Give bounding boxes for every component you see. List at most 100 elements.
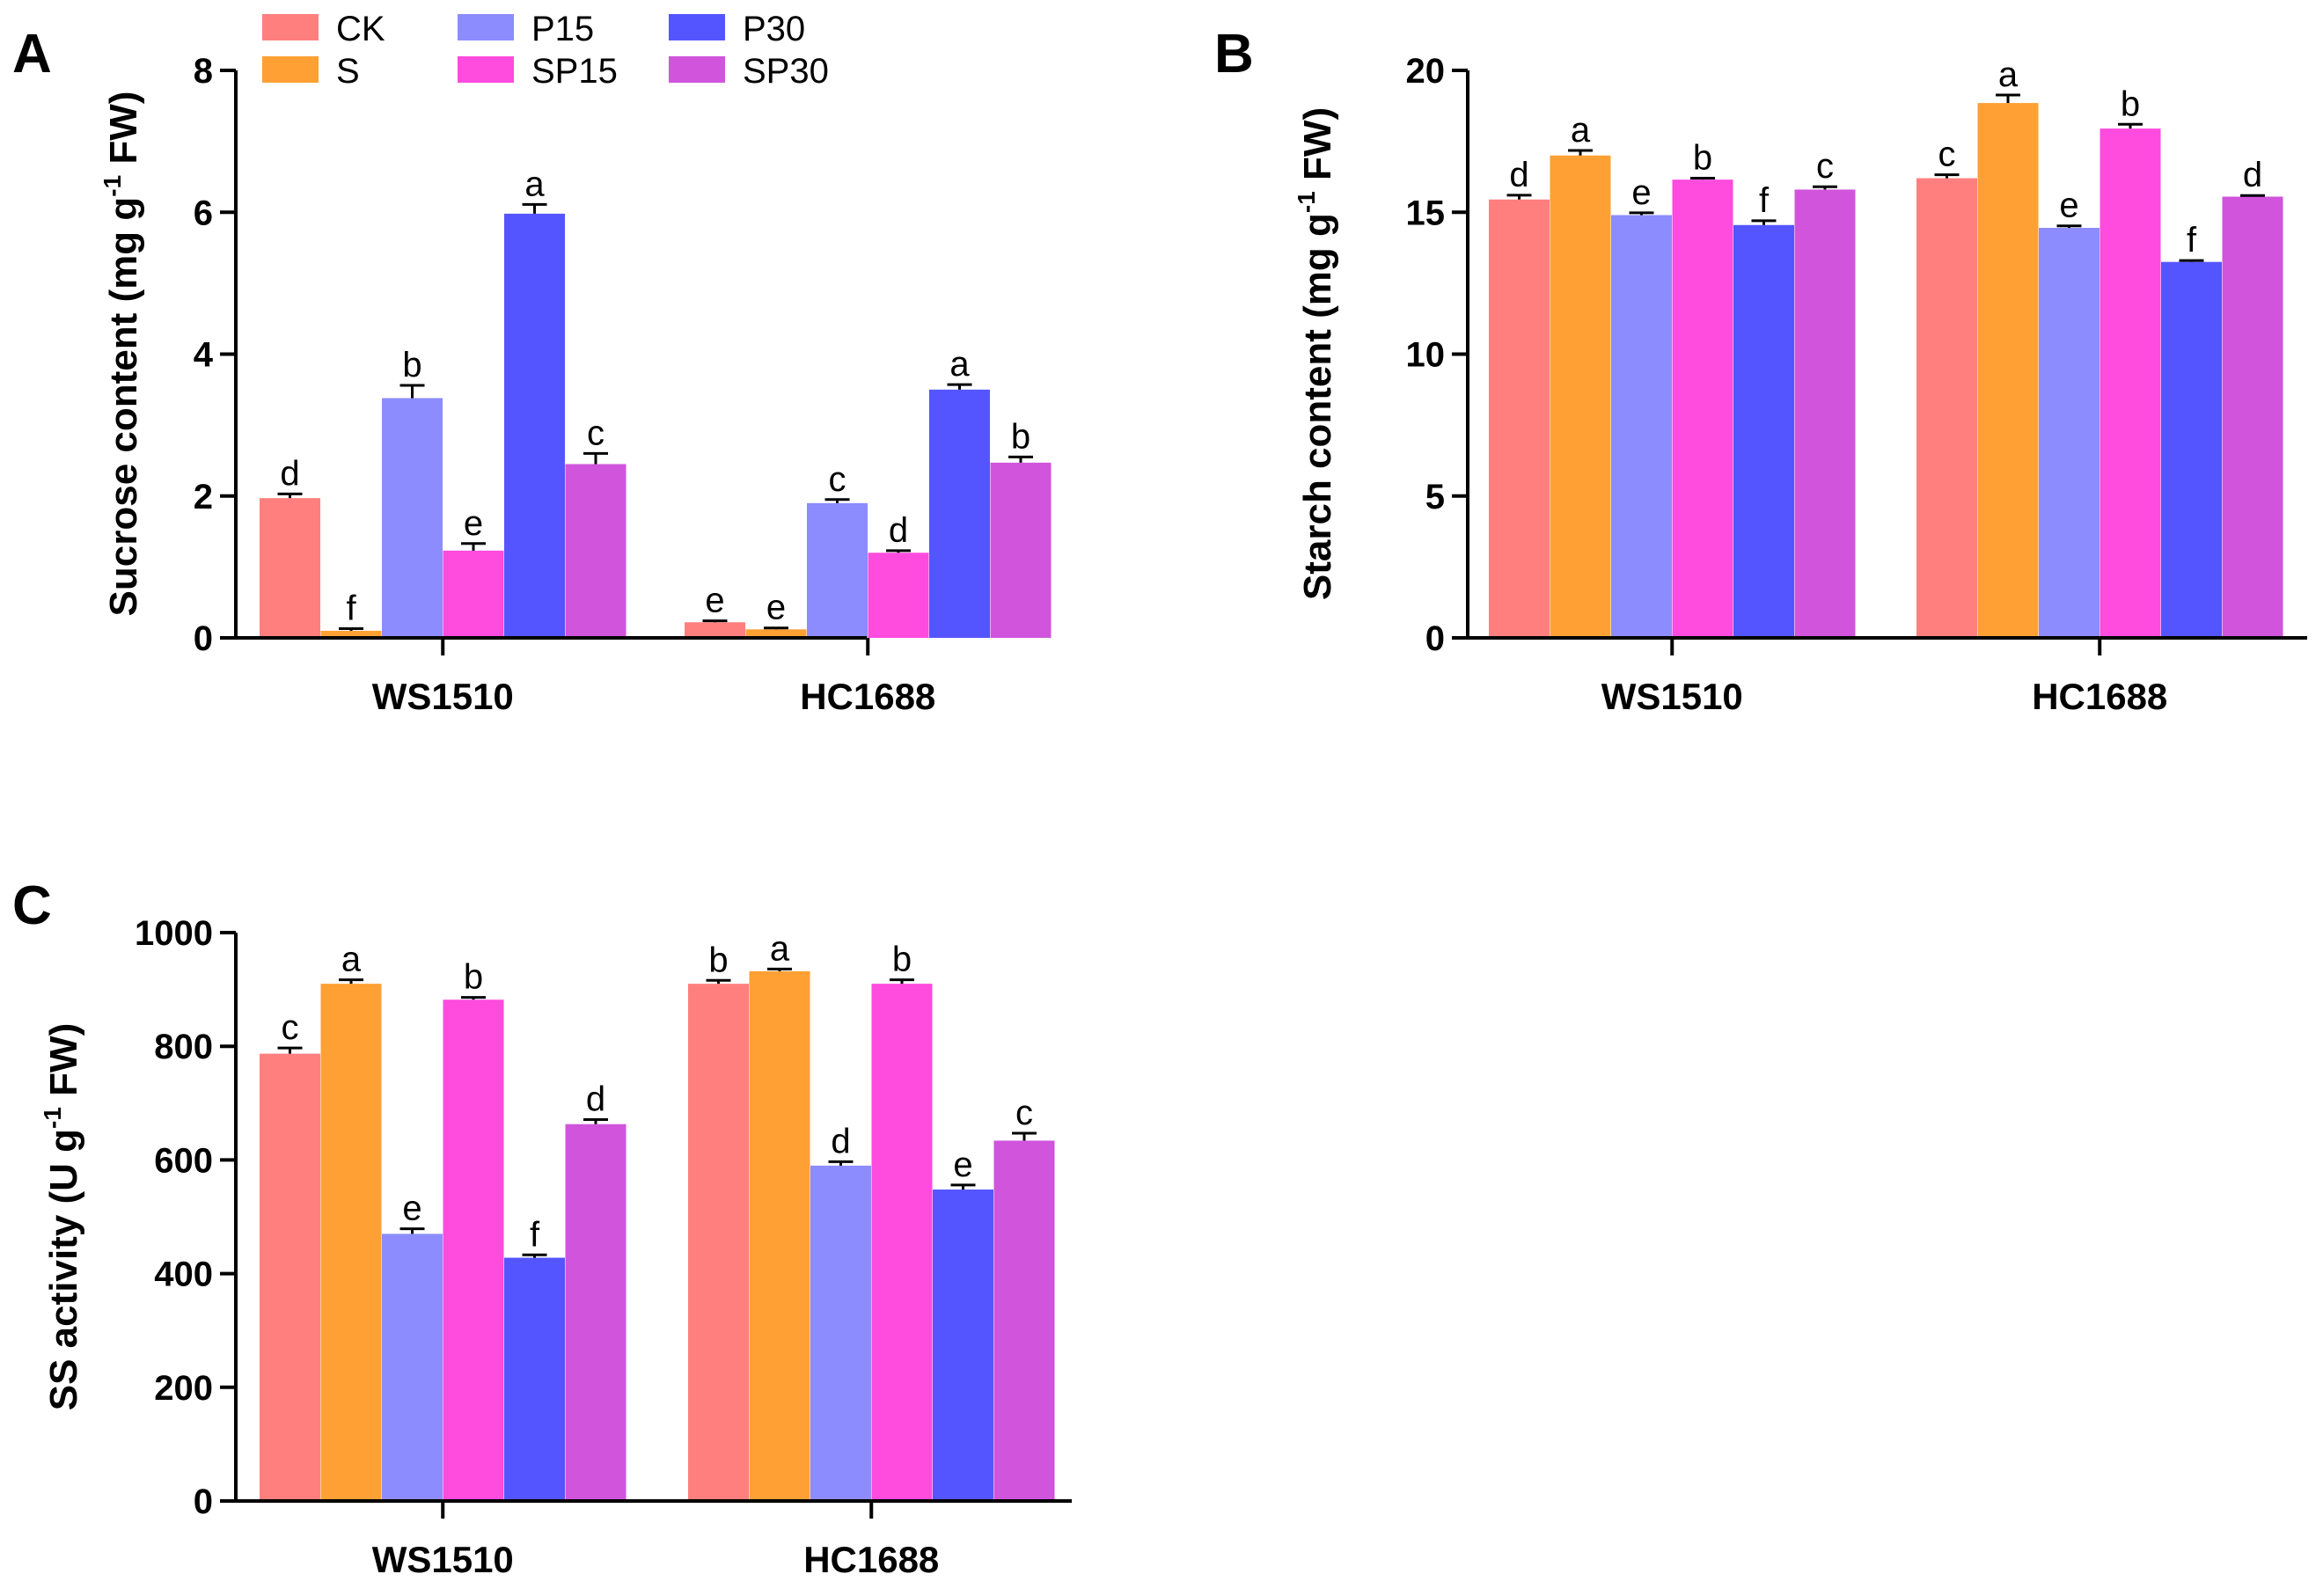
bar-sp30-ws1510	[565, 464, 627, 638]
y-axis-label: Sucrose content (mg g-1 FW)	[99, 92, 145, 617]
bar-ck-hc1688	[688, 984, 749, 1501]
significance-letter: a	[949, 345, 970, 384]
significance-letter: b	[892, 941, 912, 979]
legend-label-ck: CK	[336, 10, 385, 48]
significance-letter: d	[586, 1080, 605, 1119]
significance-letter: c	[1015, 1094, 1033, 1132]
bar-sp30-hc1688	[993, 1140, 1055, 1501]
x-tick-label: HC1688	[2032, 676, 2167, 717]
legend-swatch-sp30	[669, 56, 725, 83]
y-tick-label: 8	[194, 52, 213, 91]
bar-ck-hc1688	[685, 622, 745, 638]
panel-letter: C	[12, 875, 52, 936]
panel-letter: B	[1214, 24, 1254, 84]
significance-letter: a	[1571, 111, 1591, 150]
panel-c: Cc b a a e d b b f e d c 0 200 400 600 800 1000 WS1510 HC16…	[12, 875, 1072, 1580]
bar-p15-hc1688	[2039, 227, 2099, 638]
legend-swatch-s	[262, 56, 319, 83]
bar-sp30-hc1688	[990, 462, 1052, 638]
bar-s-hc1688	[1977, 103, 2039, 638]
bar-sp15-ws1510	[443, 550, 504, 638]
significance-letter: e	[2059, 187, 2078, 225]
bar-p15-ws1510	[382, 1234, 443, 1501]
significance-letter: b	[1693, 139, 1712, 178]
bar-ck-hc1688	[1916, 178, 1977, 639]
significance-letter: d	[831, 1122, 850, 1160]
significance-letter: a	[770, 929, 790, 968]
significance-letter: c	[1938, 135, 1956, 174]
bar-p15-hc1688	[810, 1165, 871, 1501]
bar-p30-hc1688	[929, 389, 990, 638]
significance-letter: b	[464, 958, 483, 997]
legend-label-p30: P30	[743, 10, 805, 48]
significance-letter: b	[402, 346, 421, 384]
significance-letter: a	[524, 165, 545, 203]
y-tick-label: 1000	[135, 914, 213, 953]
y-tick-label: 10	[1406, 336, 1446, 375]
bar-s-ws1510	[1550, 155, 1611, 638]
legend-swatch-p30	[669, 14, 725, 40]
significance-letter: f	[1759, 181, 1770, 220]
x-tick-label: WS1510	[372, 676, 514, 717]
y-tick-label: 400	[154, 1256, 213, 1294]
x-tick-label: HC1688	[803, 1539, 939, 1580]
bar-sp30-ws1510	[1794, 189, 1856, 638]
bar-p30-ws1510	[504, 213, 565, 639]
legend-swatch-sp15	[458, 56, 514, 83]
bar-p15-ws1510	[1611, 215, 1672, 638]
legend-label-p15: P15	[531, 10, 594, 48]
y-tick-label: 15	[1406, 194, 1446, 232]
x-tick-label: HC1688	[800, 676, 935, 717]
y-axis-label: Starch content (mg g-1 FW)	[1293, 107, 1339, 600]
panel-letter: A	[12, 24, 52, 84]
significance-letter: d	[1509, 156, 1528, 194]
legend-swatch-ck	[262, 14, 319, 40]
bar-ck-ws1510	[260, 498, 320, 638]
significance-letter: f	[346, 589, 356, 628]
x-tick-label: WS1510	[372, 1539, 514, 1580]
y-tick-label: 0	[194, 619, 213, 658]
y-tick-label: 5	[1425, 478, 1445, 516]
bar-sp30-ws1510	[565, 1124, 627, 1501]
significance-letter: c	[282, 1008, 299, 1047]
significance-letter: f	[2187, 221, 2197, 260]
legend-label-sp30: SP30	[743, 52, 829, 91]
y-axis-label: SS activity (U g-1 FW)	[39, 1023, 85, 1411]
bar-s-hc1688	[745, 629, 807, 638]
legend-swatch-p15	[458, 14, 514, 40]
significance-letter: e	[953, 1146, 972, 1184]
y-tick-label: 0	[1425, 619, 1445, 658]
significance-letter: f	[530, 1215, 540, 1254]
legend-label-sp15: SP15	[531, 52, 618, 91]
significance-letter: b	[708, 941, 728, 979]
significance-letter: e	[1631, 173, 1651, 212]
panel-b: Bd c a a e e b b f f c d 0 5 10 15 20 WS1510 HC1688 Starch …	[1214, 24, 2307, 717]
legend-label-s: S	[336, 52, 360, 91]
x-tick-label: WS1510	[1601, 676, 1743, 717]
significance-letter: c	[1816, 147, 1834, 186]
bar-p30-ws1510	[504, 1257, 565, 1501]
y-tick-label: 800	[154, 1028, 213, 1066]
y-tick-label: 20	[1406, 52, 1446, 91]
bar-p15-hc1688	[807, 502, 868, 638]
significance-letter: b	[1011, 417, 1030, 456]
bar-p15-ws1510	[382, 398, 443, 638]
panel-a: Ad e f e b c e d a a c b 0 2 4 6 8 WS1510 HC1688 Sucrose co…	[12, 24, 1052, 717]
y-tick-label: 2	[194, 478, 213, 516]
bar-sp15-hc1688	[871, 984, 933, 1501]
significance-letter: d	[2243, 156, 2262, 194]
bar-s-ws1510	[320, 984, 382, 1501]
significance-letter: c	[587, 414, 605, 452]
bar-sp15-ws1510	[1672, 179, 1733, 639]
bar-s-hc1688	[749, 970, 810, 1501]
significance-letter: c	[829, 460, 846, 499]
significance-letter: a	[341, 941, 362, 979]
y-tick-label: 6	[194, 194, 213, 232]
y-tick-label: 600	[154, 1141, 213, 1180]
significance-letter: e	[402, 1190, 421, 1228]
y-tick-label: 4	[194, 336, 214, 375]
bar-p30-hc1688	[2161, 261, 2222, 638]
bar-s-ws1510	[320, 630, 382, 638]
